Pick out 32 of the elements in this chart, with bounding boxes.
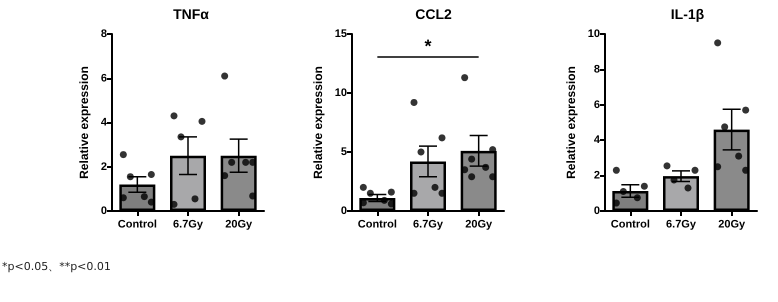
y-tick-label: 4: [594, 134, 601, 146]
chart-title: TNFα: [173, 6, 210, 22]
y-tick-label: 2: [100, 160, 107, 173]
x-tick-label: 20Gy: [718, 218, 746, 230]
x-tick-label: 20Gy: [225, 218, 253, 230]
y-tick-label: 2: [594, 170, 600, 182]
y-axis-title: Relative expression: [76, 66, 91, 179]
text: *p<0.05、**p<0.01: [2, 259, 111, 274]
y-tick-label: 0: [340, 205, 347, 217]
y-tick-label: 8: [594, 63, 600, 76]
y-tick-label: 6: [100, 72, 107, 84]
y-tick-label: 5: [340, 146, 347, 158]
x-tick-label: 6.7Gy: [413, 218, 444, 230]
y-tick-label: 15: [334, 28, 347, 40]
annotation: *: [424, 36, 432, 56]
x-tick-label: Control: [358, 218, 397, 230]
y-tick-label: 10: [588, 28, 600, 40]
x-tick-label: 6.7Gy: [666, 218, 697, 230]
y-axis-title: Relative expression: [310, 66, 325, 179]
x-tick-label: 6.7Gy: [173, 218, 204, 230]
y-tick-label: 0: [100, 205, 107, 217]
x-tick-label: Control: [610, 218, 650, 230]
x-tick-label: 20Gy: [465, 218, 493, 230]
y-axis-title: Relative expression: [564, 66, 578, 179]
y-tick-label: 0: [594, 205, 600, 217]
y-tick-label: 4: [100, 116, 108, 128]
chart-title: IL-1β: [670, 6, 705, 22]
y-tick-label: 6: [594, 98, 600, 111]
x-tick-label: Control: [118, 218, 157, 230]
y-tick-label: 10: [334, 87, 347, 99]
y-tick-label: 8: [100, 28, 107, 40]
chart-title: CCL2: [415, 6, 452, 22]
